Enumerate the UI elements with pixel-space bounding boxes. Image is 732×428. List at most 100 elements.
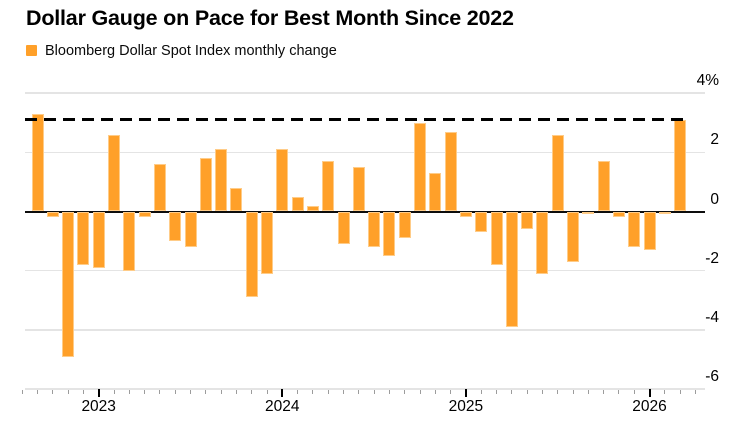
bar xyxy=(230,187,243,212)
bar xyxy=(536,211,549,274)
month-tick xyxy=(205,389,207,395)
month-tick xyxy=(312,389,314,395)
bar xyxy=(31,113,44,212)
bar xyxy=(306,205,319,212)
bar xyxy=(77,211,90,265)
month-tick xyxy=(52,389,54,395)
month-tick xyxy=(358,389,360,395)
gridline xyxy=(25,92,705,94)
bar xyxy=(490,211,503,265)
bar xyxy=(475,211,488,233)
bar xyxy=(505,211,518,327)
month-tick xyxy=(618,389,620,395)
bar xyxy=(643,211,656,250)
month-tick xyxy=(526,389,528,395)
month-tick xyxy=(21,389,23,395)
bar xyxy=(337,211,350,245)
bar xyxy=(261,211,273,274)
month-tick xyxy=(144,389,146,395)
month-tick xyxy=(388,389,390,395)
month-tick xyxy=(404,389,406,395)
bar xyxy=(521,211,534,230)
month-tick xyxy=(633,389,635,395)
x-axis-year-label: 2023 xyxy=(81,398,116,415)
x-axis-year-label: 2025 xyxy=(448,398,484,415)
bar xyxy=(582,211,595,215)
month-tick xyxy=(113,389,115,395)
bar xyxy=(352,167,365,212)
month-tick xyxy=(511,389,513,395)
month-tick xyxy=(603,389,605,395)
month-tick xyxy=(664,389,666,395)
month-tick xyxy=(327,389,329,395)
bar xyxy=(108,134,120,212)
gridline xyxy=(25,269,705,272)
bar xyxy=(429,173,442,212)
y-axis-label: 2 xyxy=(710,131,719,149)
month-tick xyxy=(541,389,543,395)
year-tick xyxy=(464,388,467,397)
month-tick xyxy=(572,389,574,395)
bar xyxy=(92,211,105,268)
bar xyxy=(551,134,564,212)
month-tick xyxy=(419,389,421,395)
x-axis-year-label: 2026 xyxy=(632,398,667,415)
month-tick xyxy=(557,389,559,395)
month-tick xyxy=(251,389,253,395)
month-tick xyxy=(67,389,69,395)
month-tick xyxy=(343,389,344,395)
y-axis-label: 4% xyxy=(696,72,719,90)
month-tick xyxy=(174,389,176,395)
bar xyxy=(383,211,396,256)
legend-swatch-icon xyxy=(26,45,37,56)
y-axis-label: -4 xyxy=(705,308,719,326)
bar xyxy=(368,211,381,248)
legend: Bloomberg Dollar Spot Index monthly chan… xyxy=(26,42,337,59)
month-tick xyxy=(37,389,38,395)
month-tick xyxy=(297,389,299,395)
y-axis-label: -6 xyxy=(705,368,719,386)
month-tick xyxy=(373,389,375,395)
reference-dashed-line xyxy=(25,118,686,122)
bar xyxy=(414,122,426,212)
legend-label: Bloomberg Dollar Spot Index monthly chan… xyxy=(45,42,337,59)
y-axis-label: -2 xyxy=(705,249,719,267)
bar xyxy=(184,211,197,248)
month-tick xyxy=(190,389,191,395)
gridline xyxy=(25,329,705,331)
bar xyxy=(62,211,75,357)
y-axis-label: 0 xyxy=(710,190,719,208)
bar xyxy=(169,211,182,242)
bar xyxy=(245,211,258,298)
month-tick xyxy=(679,389,681,395)
month-tick xyxy=(587,389,589,395)
month-tick xyxy=(128,389,130,395)
chart-title: Dollar Gauge on Pace for Best Month Sinc… xyxy=(26,6,514,30)
bar xyxy=(322,161,335,212)
bar xyxy=(658,211,671,215)
month-tick xyxy=(694,389,696,395)
bar xyxy=(459,211,472,218)
bar xyxy=(398,211,411,239)
bar xyxy=(123,211,136,271)
bar xyxy=(674,119,687,212)
year-tick xyxy=(97,388,100,397)
gridline xyxy=(25,388,705,390)
bar xyxy=(215,149,228,212)
month-tick xyxy=(450,389,452,395)
month-tick xyxy=(266,389,268,395)
month-tick xyxy=(235,389,237,395)
x-axis-year-label: 2024 xyxy=(265,398,300,415)
gridline xyxy=(25,151,705,154)
month-tick xyxy=(434,389,436,395)
month-tick xyxy=(220,389,222,395)
bar xyxy=(597,161,610,212)
bar xyxy=(567,211,579,262)
month-tick xyxy=(82,389,84,395)
zero-baseline xyxy=(25,210,705,213)
bar xyxy=(199,158,212,212)
month-tick xyxy=(496,389,497,395)
bar xyxy=(612,211,625,218)
